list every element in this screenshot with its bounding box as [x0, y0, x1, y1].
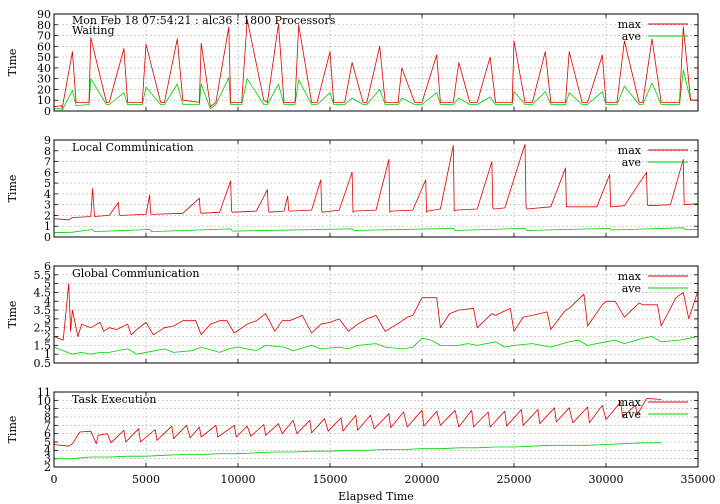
- panel-title: Task Execution: [72, 393, 156, 406]
- y-tick-label: 2.5: [34, 322, 52, 335]
- panel-title: Waiting: [72, 24, 115, 37]
- y-tick-label: 7: [44, 419, 51, 432]
- y-tick-label: 0: [44, 105, 51, 118]
- y-tick-label: 30: [37, 73, 51, 86]
- y-tick-label: 5.5: [34, 269, 52, 282]
- y-tick-label: 5: [44, 278, 51, 291]
- series-line-ave: [54, 442, 662, 460]
- plot-frame: [53, 391, 699, 468]
- y-tick-label: 60: [37, 40, 51, 53]
- y-tick-label: 50: [37, 51, 51, 64]
- y-tick-label: 4: [44, 444, 51, 457]
- panel-title: Local Communication: [72, 141, 194, 154]
- y-tick-label: 9: [44, 134, 51, 147]
- series-line-ave: [53, 227, 698, 234]
- y-tick-label: 10: [37, 394, 51, 407]
- x-tick-label: 10000: [221, 473, 256, 486]
- legend-label-max: max: [618, 396, 642, 409]
- y-tick-label: 4.5: [34, 286, 52, 299]
- series-line-max: [53, 398, 662, 447]
- figure-header: Mon Feb 18 07:54:21 : alc36 : 1800 Proce…: [72, 14, 336, 27]
- y-tick-label: 10: [37, 94, 51, 107]
- y-tick-label: 5: [44, 177, 51, 190]
- y-tick-label: 70: [37, 30, 51, 43]
- y-tick-label: 2: [44, 331, 51, 344]
- y-tick-label: 7: [44, 156, 51, 169]
- y-axis-label: Time: [6, 416, 19, 444]
- y-tick-label: 11: [37, 386, 51, 399]
- y-tick-label: 8: [44, 411, 51, 424]
- y-tick-label: 5: [44, 436, 51, 449]
- y-axis-label: Time: [6, 175, 19, 203]
- y-tick-label: 3: [44, 453, 51, 466]
- x-tick-label: 30000: [589, 473, 624, 486]
- series-line-max: [53, 283, 699, 341]
- y-axis-label: Time: [6, 301, 19, 329]
- y-tick-label: 90: [37, 8, 51, 21]
- y-tick-label: 20: [37, 83, 51, 96]
- y-tick-label: 1.5: [34, 339, 52, 352]
- x-tick-label: 5000: [132, 473, 160, 486]
- series-line-max: [53, 18, 698, 109]
- legend-label-ave: ave: [622, 408, 641, 421]
- y-tick-label: 9: [44, 403, 51, 416]
- legend-label-max: max: [618, 270, 642, 283]
- legend-label-ave: ave: [622, 30, 641, 43]
- y-tick-label: 6: [44, 428, 51, 441]
- plot-frame: [53, 265, 699, 364]
- x-tick-label: 15000: [313, 473, 348, 486]
- legend-label-ave: ave: [622, 282, 641, 295]
- y-tick-label: 8: [44, 145, 51, 158]
- y-tick-label: 0.5: [34, 357, 52, 370]
- series-line-ave: [53, 336, 699, 355]
- legend-label-ave: ave: [622, 156, 641, 169]
- y-tick-label: 0: [44, 231, 51, 244]
- y-tick-label: 1: [44, 220, 51, 233]
- y-tick-label: 4: [44, 188, 51, 201]
- panel-title: Global Communication: [72, 267, 200, 280]
- series-line-max: [53, 143, 699, 221]
- y-tick-label: 3: [44, 199, 51, 212]
- legend-label-max: max: [618, 18, 642, 31]
- y-tick-label: 1: [44, 348, 51, 361]
- y-axis-label: Time: [6, 49, 19, 77]
- y-tick-label: 6: [44, 166, 51, 179]
- y-tick-label: 4: [44, 295, 51, 308]
- y-tick-label: 3: [44, 313, 51, 326]
- y-tick-label: 6: [44, 260, 51, 273]
- series-line-ave: [54, 69, 698, 111]
- plot-frame: [53, 13, 699, 112]
- y-tick-label: 2: [44, 209, 51, 222]
- y-tick-label: 80: [37, 19, 51, 32]
- x-axis-label: Elapsed Time: [338, 490, 414, 503]
- plot-frame: [53, 139, 699, 238]
- y-tick-label: 40: [37, 62, 51, 75]
- x-tick-label: 25000: [497, 473, 532, 486]
- x-tick-label: 0: [51, 473, 58, 486]
- y-tick-label: 3.5: [34, 304, 52, 317]
- x-tick-label: 35000: [681, 473, 716, 486]
- y-tick-label: 2: [44, 461, 51, 474]
- x-tick-label: 20000: [405, 473, 440, 486]
- legend-label-max: max: [618, 144, 642, 157]
